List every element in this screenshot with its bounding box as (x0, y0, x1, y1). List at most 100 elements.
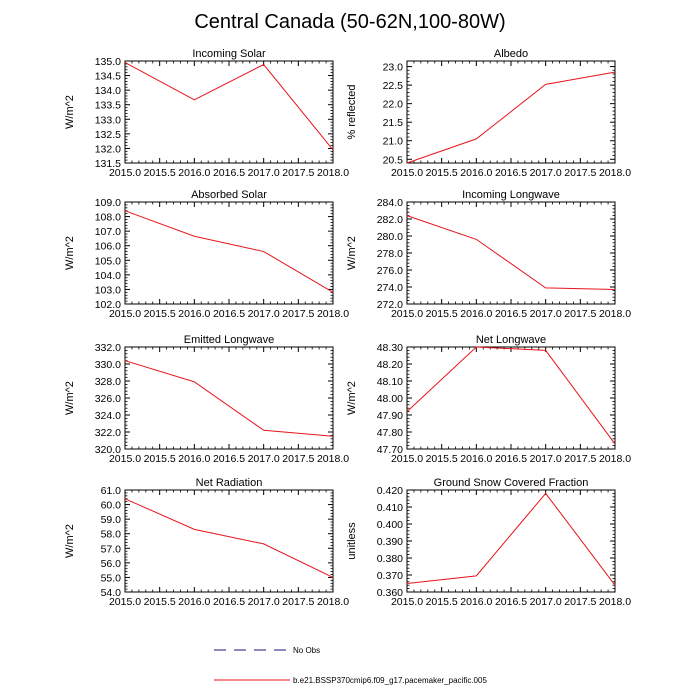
x-tick-label: 2016.5 (213, 596, 245, 608)
x-tick-label: 2017.5 (282, 453, 314, 465)
y-tick-label: 48.00 (377, 393, 403, 405)
x-tick-label: 2017.5 (282, 596, 314, 608)
series-line-absorbed-solar (124, 210, 334, 293)
y-tick-label: 0.400 (377, 519, 403, 531)
y-tick-label: 108.0 (95, 212, 121, 224)
y-tick-label: 272.0 (377, 299, 403, 311)
panel-title: Incoming Solar (192, 48, 266, 60)
x-tick-label: 2016.5 (495, 596, 527, 608)
y-tick-label: 22.0 (383, 99, 404, 111)
x-tick-label: 2017.0 (530, 596, 562, 608)
y-tick-label: 0.410 (377, 502, 403, 514)
y-tick-label: 282.0 (377, 214, 403, 226)
panel-ground-snow-covered-fraction: Ground Snow Covered Fraction unitless 2015… (346, 477, 631, 608)
y-tick-label: 134.0 (95, 85, 121, 97)
y-tick-label: 58.0 (101, 529, 122, 541)
y-tick-label: 47.80 (377, 427, 403, 439)
x-tick-label: 2018.0 (317, 308, 349, 320)
x-tick-label: 2018.0 (317, 453, 349, 465)
y-axis-label: W/m^2 (346, 381, 358, 415)
x-tick-label: 2017.5 (282, 167, 314, 179)
x-tick-label: 2016.0 (460, 453, 492, 465)
y-tick-label: 20.5 (383, 154, 404, 166)
x-tick-label: 2018.0 (599, 308, 631, 320)
x-tick-label: 2017.5 (282, 308, 314, 320)
y-tick-label: 109.0 (95, 197, 121, 209)
y-tick-label: 0.390 (377, 536, 403, 548)
x-tick-label: 2015.0 (109, 453, 141, 465)
y-tick-label: 132.0 (95, 143, 121, 155)
y-tick-label: 0.360 (377, 587, 403, 599)
panel-albedo: Albedo % reflected 2015.0 2015.5 2016.0 2016.… (346, 48, 631, 179)
plot-frame (406, 489, 616, 593)
x-tick-label: 2015.5 (144, 308, 176, 320)
y-tick-label: 328.0 (95, 376, 121, 388)
panel-net-radiation: Net Radiation W/m^2 2015.0 2015.5 2016.0 2016… (64, 477, 349, 608)
y-tick-label: 48.30 (377, 342, 403, 354)
x-tick-label: 2017.0 (248, 596, 280, 608)
y-tick-label: 55.0 (101, 572, 122, 584)
x-tick-label: 2015.0 (391, 308, 423, 320)
x-tick-label: 2017.0 (248, 308, 280, 320)
x-tick-label: 2017.5 (564, 596, 596, 608)
panel-net-longwave: Net Longwave W/m^2 2015.0 2015.5 2016.0 2016.… (346, 334, 631, 465)
x-tick-label: 2016.5 (495, 453, 527, 465)
y-tick-label: 133.5 (95, 100, 121, 112)
y-tick-label: 104.0 (95, 270, 121, 282)
y-tick-label: 107.0 (95, 226, 121, 238)
series-line-incoming-longwave (406, 215, 616, 291)
plot-frame (124, 489, 334, 593)
x-tick-label: 2017.0 (248, 167, 280, 179)
y-tick-label: 48.20 (377, 359, 403, 371)
x-tick-label: 2015.5 (426, 453, 458, 465)
x-tick-label: 2015.0 (391, 453, 423, 465)
x-tick-label: 2016.0 (178, 167, 210, 179)
legend-series-label: b.e21.BSSP370cmip6.f09_g17.pacemaker_pac… (293, 676, 487, 685)
x-tick-label: 2016.0 (178, 453, 210, 465)
x-tick-label: 2015.5 (426, 167, 458, 179)
series-line-net-radiation (124, 498, 334, 578)
legend-no-obs-label: No Obs (293, 646, 320, 655)
y-tick-label: 278.0 (377, 248, 403, 260)
legend: No Obs b.e21.BSSP370cmip6.f09_g17.pacema… (214, 646, 487, 685)
panel-title: Emitted Longwave (184, 334, 275, 346)
x-tick-label: 2017.5 (564, 308, 596, 320)
y-tick-label: 284.0 (377, 197, 403, 209)
figure-title: Central Canada (50-62N,100-80W) (194, 11, 505, 33)
panel-title: Net Radiation (196, 477, 263, 489)
panel-incoming-longwave: Incoming Longwave W/m^2 2015.0 2015.5 2016.0… (346, 189, 631, 320)
x-tick-label: 2016.5 (213, 308, 245, 320)
y-tick-label: 22.5 (383, 80, 404, 92)
x-tick-label: 2018.0 (599, 167, 631, 179)
x-tick-label: 2015.5 (144, 167, 176, 179)
y-tick-label: 47.70 (377, 444, 403, 456)
x-tick-label: 2018.0 (599, 453, 631, 465)
y-tick-label: 23.0 (383, 62, 404, 74)
y-tick-label: 56.0 (101, 558, 122, 570)
y-tick-label: 332.0 (95, 342, 121, 354)
y-tick-label: 103.0 (95, 284, 121, 296)
y-tick-label: 21.5 (383, 117, 404, 129)
x-tick-label: 2015.5 (426, 596, 458, 608)
y-tick-label: 102.0 (95, 299, 121, 311)
y-tick-label: 54.0 (101, 587, 122, 599)
y-axis-label: unitless (346, 522, 358, 560)
panel-title: Absorbed Solar (191, 189, 267, 201)
x-tick-label: 2016.5 (495, 308, 527, 320)
y-tick-label: 320.0 (95, 444, 121, 456)
x-tick-label: 2016.0 (460, 308, 492, 320)
y-axis-label: % reflected (346, 84, 358, 139)
x-tick-label: 2016.0 (178, 596, 210, 608)
x-tick-label: 2017.5 (564, 453, 596, 465)
y-tick-label: 21.0 (383, 136, 404, 148)
y-tick-label: 47.90 (377, 410, 403, 422)
x-tick-label: 2016.0 (460, 167, 492, 179)
y-tick-label: 0.380 (377, 553, 403, 565)
y-tick-label: 135.0 (95, 56, 121, 68)
y-tick-label: 105.0 (95, 255, 121, 267)
x-tick-label: 2015.5 (426, 308, 458, 320)
panel-title: Net Longwave (476, 334, 546, 346)
